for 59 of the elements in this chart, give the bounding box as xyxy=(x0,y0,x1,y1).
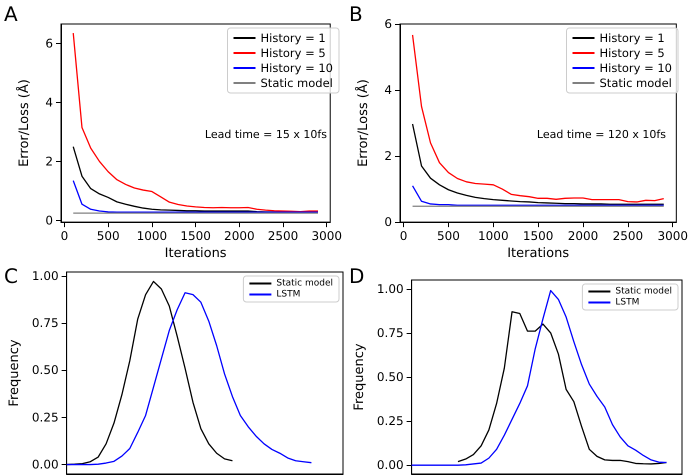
y-tick-label: 6 xyxy=(45,36,53,50)
chart-title: B xyxy=(349,2,363,26)
y-tick-label: 4 xyxy=(45,95,53,110)
x-tick-label: 500 xyxy=(436,229,460,244)
x-tick-label: 2000 xyxy=(568,229,598,244)
line-series xyxy=(72,180,319,213)
x-tick-label: 2500 xyxy=(612,229,644,244)
chart-title: D xyxy=(349,264,364,288)
line-series xyxy=(412,185,664,206)
line-series xyxy=(412,123,664,205)
y-tick-label: 1.00 xyxy=(376,282,404,296)
legend-label: Static model xyxy=(600,76,672,90)
legend-label: Static model xyxy=(615,286,672,296)
y-tick-label: 0.25 xyxy=(32,410,59,424)
annotation: Lead time = 15 x 10fs xyxy=(204,128,328,141)
x-tick-label: 1500 xyxy=(180,229,211,244)
legend-label: History = 10 xyxy=(600,61,672,75)
y-tick-label: 4 xyxy=(384,83,392,98)
chart-title: A xyxy=(4,2,18,26)
y-axis-title: Error/Loss (Å) xyxy=(15,79,32,167)
y-tick-label: 0.75 xyxy=(32,316,59,330)
y-tick-label: 2 xyxy=(384,149,392,164)
y-tick-label: 0.00 xyxy=(376,458,404,472)
chart-title: C xyxy=(4,264,18,288)
x-tick-label: 1500 xyxy=(522,229,554,244)
y-tick-label: 0.25 xyxy=(376,414,404,428)
line-series xyxy=(457,311,668,465)
y-tick-label: 6 xyxy=(384,17,392,31)
y-axis-title: Frequency xyxy=(7,339,22,407)
x-tick-label: 3000 xyxy=(657,229,688,244)
y-tick-label: 0.50 xyxy=(32,363,59,378)
legend-label: History = 1 xyxy=(600,31,665,45)
y-axis-title: Frequency xyxy=(352,343,367,411)
x-tick-label: 1000 xyxy=(136,229,168,244)
x-tick-label: 0 xyxy=(60,229,68,244)
y-tick-label: 0 xyxy=(384,215,392,230)
x-tick-label: 1000 xyxy=(478,229,509,244)
x-tick-label: 3000 xyxy=(311,229,342,244)
y-tick-label: 0.75 xyxy=(376,326,404,340)
x-axis-title: Iterations xyxy=(164,246,227,261)
annotation: Lead time = 120 x 10fs xyxy=(536,128,666,141)
y-axis-title: Error/Loss (Å) xyxy=(354,79,371,167)
x-tick-label: 500 xyxy=(96,229,120,244)
x-tick-label: 2500 xyxy=(268,229,298,244)
legend-label: History = 1 xyxy=(260,31,326,45)
legend-label: LSTM xyxy=(615,298,640,308)
y-tick-label: 0.50 xyxy=(376,370,404,384)
legend-label: History = 10 xyxy=(260,61,334,75)
y-tick-label: 0 xyxy=(45,213,53,228)
y-tick-label: 2 xyxy=(45,154,53,168)
legend-label: History = 5 xyxy=(260,46,326,60)
legend-label: Static model xyxy=(276,278,334,288)
legend-label: Static model xyxy=(260,76,333,90)
y-tick-label: 0.00 xyxy=(32,458,59,472)
x-axis-title: Iterations xyxy=(507,246,570,261)
legend-label: LSTM xyxy=(276,290,300,300)
x-tick-label: 2000 xyxy=(224,229,255,244)
y-tick-label: 1.00 xyxy=(32,268,59,283)
legend-label: History = 5 xyxy=(600,46,665,60)
